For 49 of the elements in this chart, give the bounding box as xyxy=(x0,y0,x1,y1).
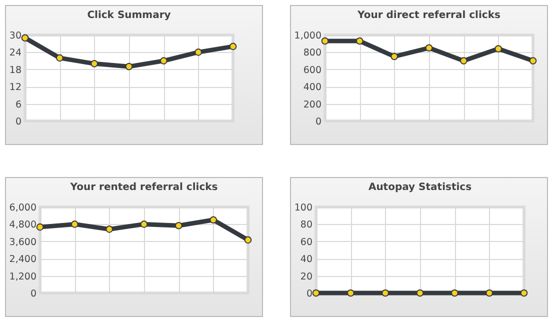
y-tick-label: 24 xyxy=(9,48,22,59)
point xyxy=(210,216,217,224)
point xyxy=(36,223,44,231)
point xyxy=(175,222,182,230)
point xyxy=(71,220,78,228)
chart-title: Autopay Statistics xyxy=(368,182,472,193)
y-tick-label: 0 xyxy=(306,288,312,300)
y-tick-label: 40 xyxy=(300,254,312,266)
y-tick-label: 400 xyxy=(303,82,322,94)
y-tick-label: 200 xyxy=(303,99,322,110)
y-tick-label: 4,800 xyxy=(9,220,36,231)
y-tick-label: 20 xyxy=(300,271,312,282)
point xyxy=(529,57,537,64)
y-tick-label: 6 xyxy=(15,99,22,110)
y-tick-label: 1,000 xyxy=(294,30,322,42)
y-tick-label: 60 xyxy=(300,236,312,248)
y-tick-label: 30 xyxy=(9,30,22,42)
point xyxy=(194,48,202,56)
point xyxy=(106,226,113,233)
point xyxy=(460,57,468,64)
point xyxy=(90,60,98,68)
y-tick-label: 18 xyxy=(9,64,22,76)
point xyxy=(321,37,329,45)
y-tick-label: 800 xyxy=(303,48,322,59)
point xyxy=(140,220,148,228)
point xyxy=(494,45,502,52)
y-tick-label: 600 xyxy=(303,64,322,76)
point xyxy=(56,54,64,62)
point xyxy=(229,42,237,50)
point xyxy=(390,52,398,60)
point xyxy=(125,62,133,70)
chart-title: Your direct referral clicks xyxy=(356,10,500,21)
y-tick-label: 0 xyxy=(30,288,36,300)
y-tick-label: 2,400 xyxy=(9,254,36,266)
chart-title: Click Summary xyxy=(87,10,172,21)
point xyxy=(356,37,364,45)
y-tick-label: 12 xyxy=(9,82,22,94)
point xyxy=(425,44,433,52)
y-tick-label: 3,600 xyxy=(9,236,36,248)
chart-title: Your rented referral clicks xyxy=(69,182,218,193)
point xyxy=(21,34,29,42)
y-tick-label: 100 xyxy=(294,202,312,214)
y-tick-label: 1,200 xyxy=(9,271,36,282)
point xyxy=(160,57,168,64)
point xyxy=(244,236,252,244)
y-tick-label: 0 xyxy=(15,116,22,128)
y-tick-label: 0 xyxy=(315,116,322,128)
y-tick-label: 6,000 xyxy=(9,202,36,214)
y-tick-label: 80 xyxy=(300,220,312,231)
